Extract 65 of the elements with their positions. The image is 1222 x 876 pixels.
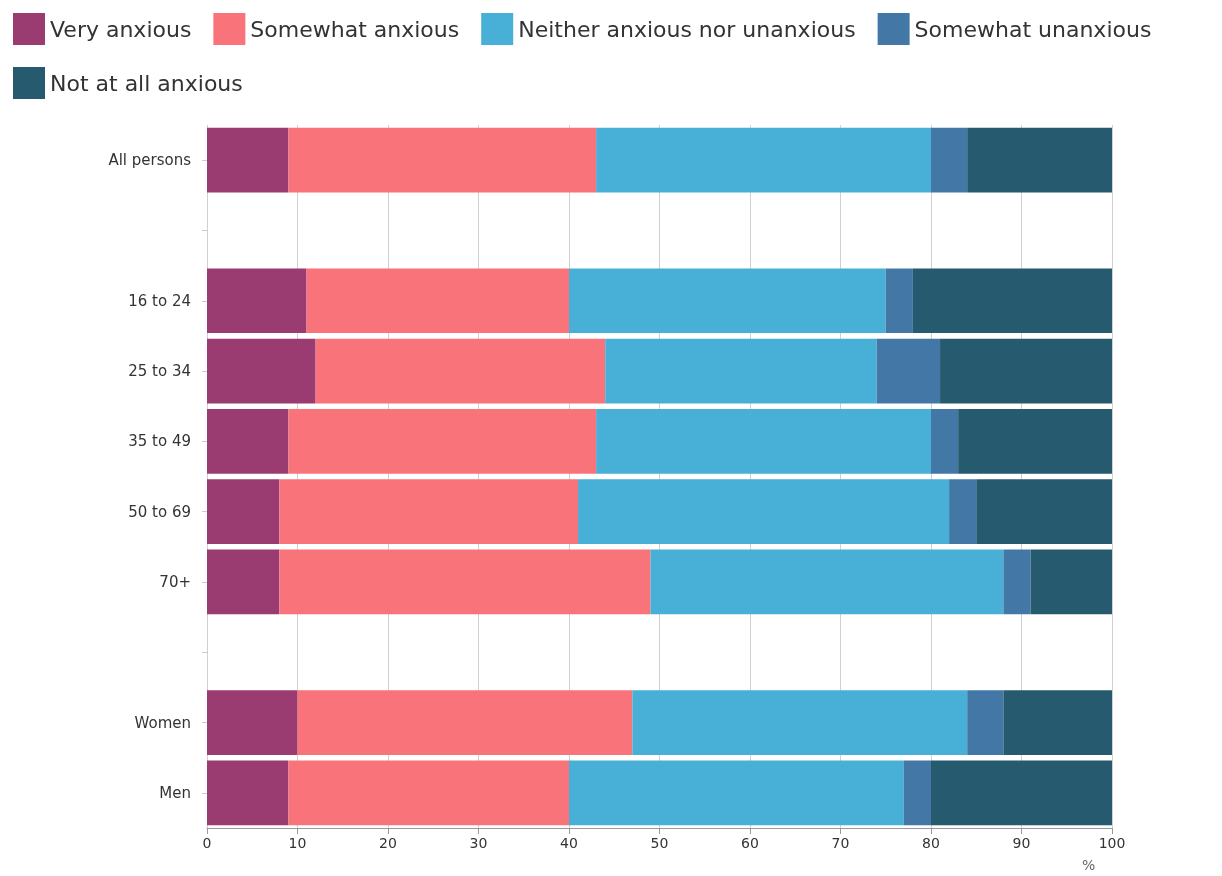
bar bbox=[596, 127, 931, 193]
x-tick-label: 50 bbox=[650, 835, 669, 851]
bar bbox=[207, 127, 289, 193]
legend-label: Very anxious bbox=[50, 16, 192, 42]
bar bbox=[207, 409, 289, 474]
bar bbox=[650, 549, 1004, 615]
legend-label: Neither anxious nor unanxious bbox=[518, 16, 856, 42]
bar bbox=[903, 760, 931, 826]
y-tick-label: 70+ bbox=[159, 572, 191, 591]
bar bbox=[569, 760, 904, 826]
bar bbox=[967, 127, 1112, 193]
x-tick-label: 100 bbox=[1098, 835, 1126, 851]
x-axis-title: % bbox=[1082, 857, 1096, 873]
y-tick-label: 16 to 24 bbox=[128, 291, 191, 310]
bar bbox=[940, 338, 1112, 404]
bar bbox=[207, 338, 316, 404]
bar bbox=[1030, 549, 1112, 615]
bar bbox=[958, 409, 1112, 474]
bar bbox=[931, 127, 968, 193]
bar bbox=[207, 479, 280, 544]
bar bbox=[569, 268, 886, 334]
bar bbox=[931, 409, 959, 474]
bar bbox=[1003, 690, 1112, 755]
bar bbox=[306, 268, 569, 334]
bar bbox=[578, 479, 950, 544]
bar bbox=[1003, 549, 1031, 615]
x-tick-label: 80 bbox=[922, 835, 940, 851]
x-tick-label: 20 bbox=[379, 835, 397, 851]
y-tick-label: 25 to 34 bbox=[128, 362, 191, 381]
bar bbox=[967, 690, 1004, 755]
bar bbox=[876, 338, 941, 404]
x-tick-label: 10 bbox=[288, 835, 307, 851]
bar bbox=[279, 549, 651, 615]
legend-label: Somewhat anxious bbox=[250, 16, 460, 42]
bar bbox=[207, 760, 289, 826]
y-tick-label: Men bbox=[159, 783, 191, 802]
x-tick-label: 30 bbox=[469, 835, 488, 851]
x-tick-label: 70 bbox=[831, 835, 850, 851]
bar bbox=[288, 409, 597, 474]
bar bbox=[931, 760, 1112, 826]
y-tick-label: 35 to 49 bbox=[128, 432, 191, 451]
y-tick-label: 50 to 69 bbox=[128, 502, 191, 521]
bar bbox=[279, 479, 579, 544]
bar bbox=[912, 268, 1112, 334]
bar bbox=[207, 690, 298, 755]
legend-label: Not at all anxious bbox=[50, 70, 243, 96]
bar bbox=[605, 338, 877, 404]
x-tick-label: 60 bbox=[741, 835, 759, 851]
bar bbox=[949, 479, 977, 544]
bar bbox=[976, 479, 1112, 544]
y-tick-label: Women bbox=[134, 713, 191, 732]
bar bbox=[207, 268, 307, 334]
bar bbox=[207, 549, 280, 615]
bar bbox=[885, 268, 913, 334]
x-tick-label: 40 bbox=[560, 835, 578, 851]
bar bbox=[596, 409, 931, 474]
bar bbox=[288, 127, 597, 193]
bar bbox=[632, 690, 968, 755]
bar bbox=[315, 338, 606, 404]
bar bbox=[297, 690, 633, 755]
y-tick-label: All persons bbox=[108, 151, 192, 170]
x-tick-label: 0 bbox=[202, 835, 212, 851]
bar bbox=[288, 760, 569, 826]
legend-label: Somewhat unanxious bbox=[914, 16, 1152, 42]
x-tick-label: 90 bbox=[1012, 835, 1031, 851]
